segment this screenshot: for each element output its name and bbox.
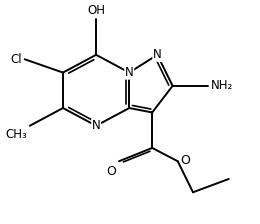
- Text: N: N: [125, 66, 134, 79]
- Text: O: O: [107, 165, 116, 178]
- Text: OH: OH: [87, 4, 105, 17]
- Text: N: N: [153, 48, 162, 61]
- Text: CH₃: CH₃: [5, 128, 27, 141]
- Text: Cl: Cl: [11, 53, 22, 66]
- Text: NH₂: NH₂: [211, 79, 233, 92]
- Text: O: O: [180, 154, 190, 167]
- Text: N: N: [92, 119, 100, 132]
